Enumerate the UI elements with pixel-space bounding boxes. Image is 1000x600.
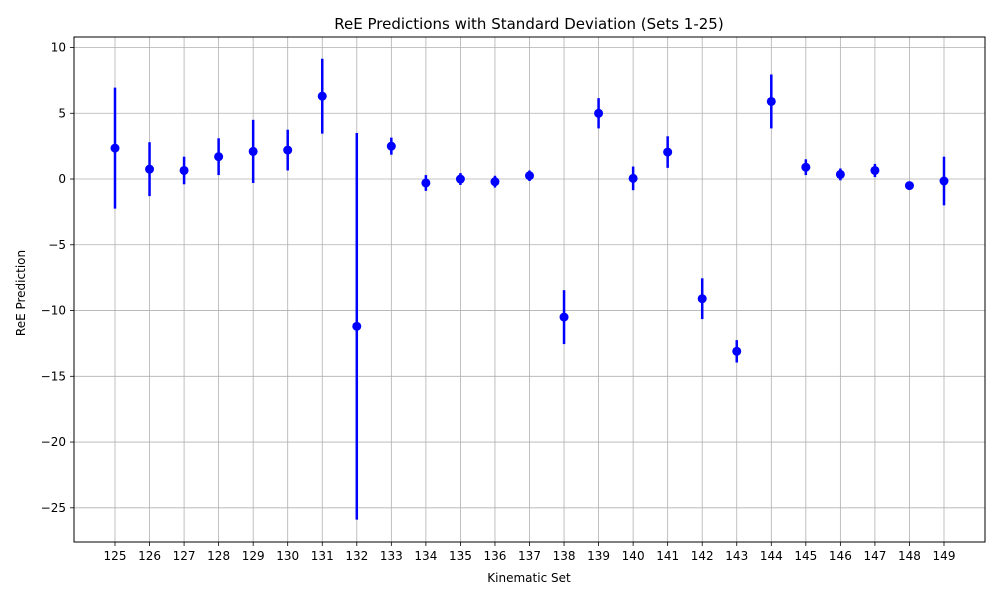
x-tick-label: 143 xyxy=(725,549,748,563)
x-tick-label: 144 xyxy=(760,549,783,563)
x-tick-label: 147 xyxy=(863,549,886,563)
data-point xyxy=(352,321,362,331)
y-tick-label: −25 xyxy=(41,501,66,515)
y-tick-label: −5 xyxy=(48,238,66,252)
data-point xyxy=(421,178,431,188)
data-points xyxy=(110,91,949,356)
x-tick-label: 129 xyxy=(242,549,265,563)
x-tick-label: 128 xyxy=(207,549,230,563)
data-point xyxy=(455,174,465,184)
x-tick-label: 140 xyxy=(622,549,645,563)
x-tick-label: 136 xyxy=(484,549,507,563)
data-point xyxy=(248,146,258,156)
data-point xyxy=(145,164,155,174)
x-tick-label: 125 xyxy=(104,549,127,563)
data-point xyxy=(283,145,293,155)
x-tick-label: 130 xyxy=(276,549,299,563)
data-point xyxy=(317,91,327,101)
x-tick-label: 132 xyxy=(345,549,368,563)
x-tick-label: 141 xyxy=(656,549,679,563)
data-point xyxy=(663,147,673,157)
x-tick-label: 135 xyxy=(449,549,472,563)
x-tick-label: 138 xyxy=(553,549,576,563)
chart-title: ReE Predictions with Standard Deviation … xyxy=(334,15,723,33)
data-point xyxy=(732,346,742,356)
y-axis-ticks: 10 5 0 −5 −10 −15 −20 −25 xyxy=(41,41,74,515)
x-axis-label: Kinematic Set xyxy=(487,571,571,585)
data-point xyxy=(939,176,949,186)
x-tick-label: 149 xyxy=(933,549,956,563)
data-point xyxy=(594,108,604,118)
x-tick-label: 127 xyxy=(173,549,196,563)
data-point xyxy=(214,152,224,162)
data-point xyxy=(904,181,914,191)
x-tick-label: 139 xyxy=(587,549,610,563)
data-point xyxy=(801,162,811,172)
data-point xyxy=(870,165,880,175)
y-tick-label: 10 xyxy=(51,41,66,55)
data-point xyxy=(110,143,120,153)
x-tick-label: 142 xyxy=(691,549,714,563)
data-point xyxy=(525,171,534,181)
data-point xyxy=(490,177,500,187)
x-tick-label: 137 xyxy=(518,549,541,563)
data-point xyxy=(386,141,396,151)
x-axis-ticks: 125 126 127 128 129 130 131 132 133 134 135 136 137 1… xyxy=(104,542,956,563)
x-tick-label: 126 xyxy=(138,549,161,563)
data-point xyxy=(179,165,189,175)
x-tick-label: 134 xyxy=(414,549,437,563)
y-tick-label: −20 xyxy=(41,435,66,449)
x-tick-label: 145 xyxy=(794,549,817,563)
y-tick-label: 0 xyxy=(58,172,66,186)
x-tick-label: 133 xyxy=(380,549,403,563)
x-tick-label: 148 xyxy=(898,549,921,563)
x-tick-label: 131 xyxy=(311,549,334,563)
y-axis-label: ReE Prediction xyxy=(14,250,28,336)
y-tick-label: 5 xyxy=(58,106,66,120)
grid xyxy=(74,37,985,542)
y-tick-label: −10 xyxy=(41,304,66,318)
data-point xyxy=(697,294,707,304)
data-point xyxy=(628,173,638,183)
x-tick-label: 146 xyxy=(829,549,852,563)
data-point xyxy=(766,96,776,106)
y-tick-label: −15 xyxy=(41,369,66,383)
data-point xyxy=(835,169,845,179)
data-point xyxy=(559,312,569,322)
